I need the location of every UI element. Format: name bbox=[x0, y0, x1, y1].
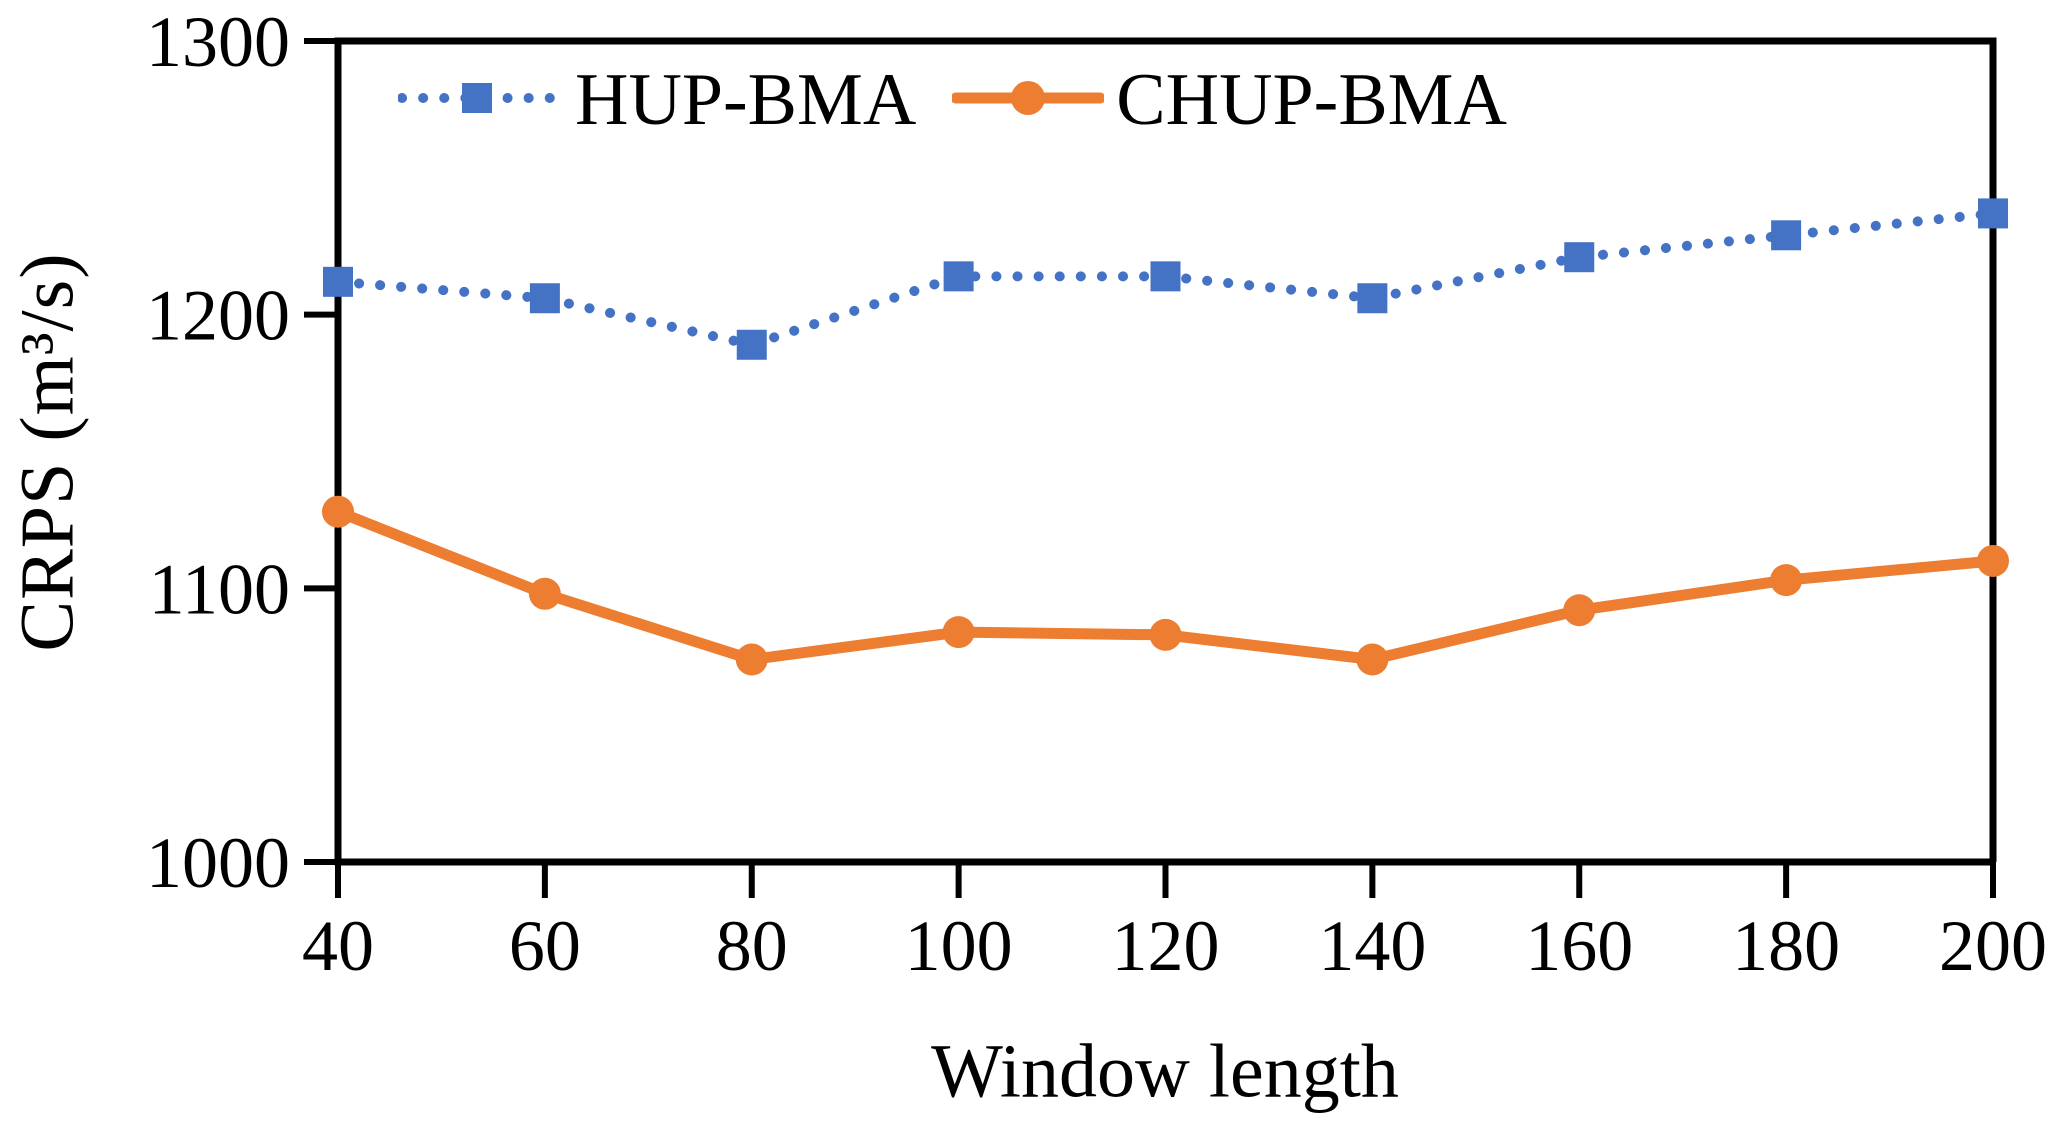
hup-bma-marker bbox=[1771, 220, 1802, 251]
x-tick-label: 40 bbox=[302, 906, 374, 986]
series-hup-bma bbox=[323, 198, 2008, 360]
hup-bma-marker bbox=[1978, 198, 2008, 229]
hup-bma-marker bbox=[323, 266, 353, 297]
x-tick-label: 140 bbox=[1318, 906, 1426, 986]
chup-bma-legend-marker-icon bbox=[950, 76, 1106, 125]
y-axis-title: CRPS (m³/s) bbox=[5, 252, 90, 652]
hup-bma-marker bbox=[1357, 283, 1388, 314]
x-tick-label: 80 bbox=[716, 906, 788, 986]
series-chup-bma bbox=[322, 495, 2009, 676]
chup-bma-marker bbox=[322, 495, 354, 528]
y-tick-label: 1200 bbox=[146, 276, 290, 356]
x-tick-label: 100 bbox=[905, 906, 1013, 986]
hup-bma-legend-label: HUP-BMA bbox=[575, 59, 917, 141]
chup-bma-marker bbox=[1356, 643, 1389, 676]
x-axis-title: Window length bbox=[931, 1029, 1399, 1114]
chup-bma-legend-label: CHUP-BMA bbox=[1116, 59, 1507, 141]
x-tick-label: 120 bbox=[1112, 906, 1220, 986]
y-tick-label: 1100 bbox=[149, 549, 290, 629]
hup-bma-marker bbox=[529, 283, 560, 314]
x-tick-label: 200 bbox=[1939, 906, 2047, 986]
axes-frame bbox=[334, 37, 1997, 866]
y-tick-label: 1000 bbox=[146, 823, 290, 903]
y-tick-labels: 1000 1100 1200 1300 bbox=[146, 2, 290, 903]
chup-bma-marker bbox=[1563, 594, 1596, 627]
x-tick-labels: 40 60 80 100 120 140 160 180 200 bbox=[302, 906, 2047, 986]
x-tick-label: 180 bbox=[1732, 906, 1840, 986]
chup-bma-marker bbox=[1149, 618, 1182, 651]
hup-bma-marker bbox=[1564, 242, 1595, 273]
hup-bma-marker bbox=[736, 329, 767, 360]
legend: HUP-BMA CHUP-BMA bbox=[397, 58, 1507, 142]
x-tick-label: 160 bbox=[1525, 906, 1633, 986]
y-tick-label: 1300 bbox=[146, 2, 290, 82]
hup-bma-legend-marker-icon bbox=[397, 76, 556, 125]
hup-bma-marker bbox=[1150, 261, 1181, 292]
chup-bma-marker bbox=[735, 643, 768, 676]
chup-bma-marker bbox=[1977, 544, 2009, 577]
x-tick-label: 60 bbox=[509, 906, 581, 986]
axis-ticks bbox=[304, 38, 1996, 898]
chup-bma-marker bbox=[942, 616, 975, 649]
chup-bma-marker bbox=[528, 577, 561, 610]
chup-bma-marker bbox=[1770, 564, 1803, 597]
hup-bma-marker bbox=[943, 261, 974, 292]
